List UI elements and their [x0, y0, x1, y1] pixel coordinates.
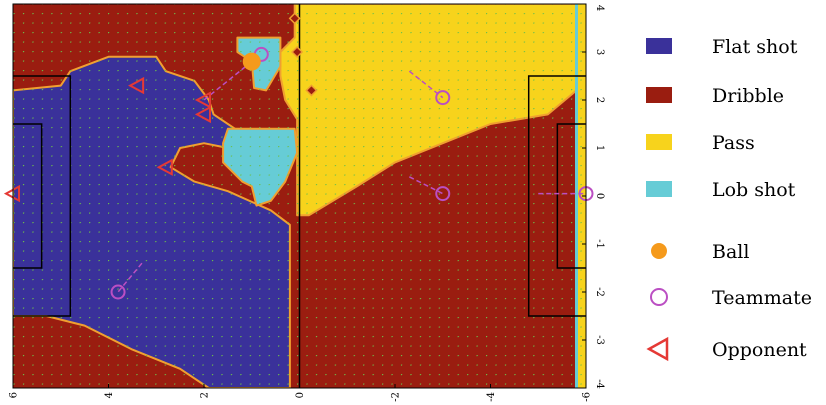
x-tick-label: 4: [104, 392, 115, 398]
legend-swatch-lob-shot: [646, 181, 672, 197]
opponent-marker: [128, 76, 145, 95]
teammate-marker: [435, 186, 451, 202]
legend-swatch-teammate: [650, 288, 668, 306]
left-penalty-box: [13, 75, 72, 317]
legend-label-flat-shot: Flat shot: [712, 36, 798, 58]
teammate-marker: [435, 90, 451, 106]
y-tick-label: 2: [594, 97, 605, 103]
x-axis: 6 4 2 0 -2 -4 -6: [9, 384, 593, 402]
ball-trail: [203, 61, 253, 101]
y-tick-label: 1: [594, 145, 605, 151]
legend-swatch-flat-shot: [646, 38, 672, 54]
y-tick-label: -4: [594, 379, 605, 389]
opponent-marker: [194, 105, 211, 124]
teammate-trail: [408, 176, 444, 195]
legend-label-opponent: Opponent: [712, 339, 807, 361]
legend-label-ball: Ball: [712, 241, 749, 263]
x-tick-label: -2: [391, 392, 402, 402]
legend-swatch-ball: [651, 243, 667, 259]
legend-swatch-dribble: [646, 87, 672, 103]
dribble-diamond-mark: [288, 12, 301, 25]
ball-marker: [242, 52, 261, 71]
legend-swatch-opponent: [646, 336, 669, 362]
right-penalty-box: [527, 75, 586, 317]
y-axis: 4 3 2 1 0 -1 -2 -3 -4: [582, 3, 605, 389]
opponent-marker: [194, 91, 211, 109]
y-tick-label: 4: [594, 5, 605, 11]
right-goal-box: [556, 123, 586, 269]
legend-label-dribble: Dribble: [712, 85, 784, 107]
y-tick-label: 3: [594, 49, 605, 55]
y-tick-label: 0: [594, 193, 605, 199]
y-tick-label: -1: [594, 239, 605, 249]
y-tick-label: -3: [594, 335, 605, 345]
left-goal-box: [13, 123, 43, 269]
dribble-diamond-mark: [291, 45, 304, 59]
legend-label-teammate: Teammate: [712, 287, 812, 309]
legend-swatch-pass: [646, 134, 672, 150]
legend-label-lob-shot: Lob shot: [712, 179, 796, 201]
x-tick-label: -4: [486, 392, 497, 402]
y-tick-label: -2: [594, 287, 605, 297]
x-tick-label: -6: [582, 392, 593, 402]
teammate-marker: [110, 284, 126, 300]
field-lines: [13, 4, 586, 388]
legend-label-pass: Pass: [712, 132, 755, 154]
teammate-trail: [117, 262, 143, 293]
opponent-marker: [156, 158, 173, 176]
x-tick-label: 6: [9, 392, 20, 398]
x-tick-label: 2: [200, 392, 211, 398]
dribble-diamond-mark: [305, 84, 318, 97]
legend: Flat shot Dribble Pass Lob shot Ball Teammate…: [646, 36, 812, 362]
x-tick-label: 0: [295, 392, 306, 398]
